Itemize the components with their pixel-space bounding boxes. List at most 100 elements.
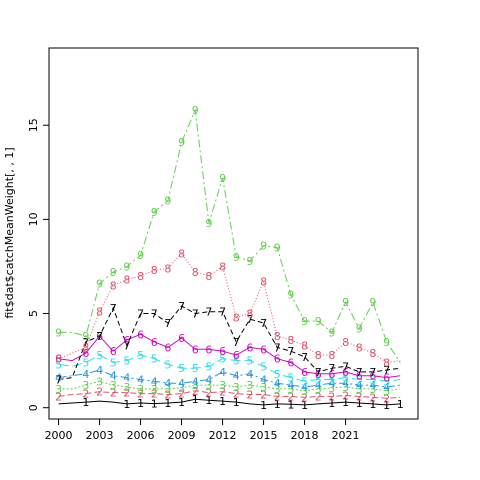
point-label-8: 8 [369,347,376,360]
point-label-2: 2 [356,390,363,403]
point-label-9: 9 [110,266,117,279]
point-label-7: 7 [383,364,390,377]
point-label-4: 4 [123,372,130,385]
point-label-4: 4 [342,377,349,390]
point-label-6: 6 [192,343,199,356]
point-label-2: 2 [123,387,130,400]
point-label-4: 4 [287,379,294,392]
point-label-3: 3 [260,381,267,394]
point-label-1: 1 [397,398,404,411]
point-label-2: 2 [205,387,212,400]
y-tick-label: 10 [27,212,40,226]
point-label-6: 6 [82,347,89,360]
point-label-5: 5 [233,355,240,368]
point-label-3: 3 [137,383,144,396]
point-label-3: 3 [342,381,349,394]
point-label-8: 8 [178,247,185,260]
point-label-2: 2 [55,390,62,403]
point-label-9: 9 [301,315,308,328]
series-line-7 [58,305,401,380]
point-label-6: 6 [369,370,376,383]
point-label-4: 4 [356,379,363,392]
point-label-5: 5 [137,349,144,362]
point-labels: 1 1 1 1 1 1 1 1 1 1 1 1 1 1 1 1 1 1 1 12 2 2 2 2 2 2 2 2 2 2 2 2 2 2 2 2 2 2 2… [55,104,404,412]
point-label-5: 5 [328,374,335,387]
point-label-7: 7 [164,317,171,330]
point-label-5: 5 [260,360,267,373]
point-label-3: 3 [82,379,89,392]
series-lines [58,108,401,406]
point-label-8: 8 [301,340,308,353]
point-label-6: 6 [205,343,212,356]
point-label-9: 9 [233,251,240,264]
point-label-8: 8 [315,349,322,362]
point-label-7: 7 [233,336,240,349]
point-label-8: 8 [274,330,281,343]
point-label-8: 8 [219,261,226,274]
point-label-8: 8 [260,276,267,289]
point-label-5: 5 [123,355,130,368]
point-label-7: 7 [301,351,308,364]
point-label-6: 6 [301,366,308,379]
x-tick-label: 2021 [332,429,360,442]
point-label-1: 1 [151,398,158,411]
point-label-2: 2 [110,387,117,400]
point-label-8: 8 [356,341,363,354]
point-label-6: 6 [233,349,240,362]
point-label-8: 8 [383,357,390,370]
point-label-9: 9 [260,240,267,253]
y-tick-label: 15 [27,118,40,132]
point-label-2: 2 [192,385,199,398]
point-label-2: 2 [151,388,158,401]
point-label-4: 4 [274,377,281,390]
point-label-9: 9 [55,326,62,339]
series-line-3 [58,380,401,392]
point-label-2: 2 [287,390,294,403]
point-label-4: 4 [246,368,253,381]
point-label-9: 9 [315,315,322,328]
point-label-3: 3 [246,379,253,392]
point-label-7: 7 [96,330,103,343]
point-label-4: 4 [137,374,144,387]
point-label-3: 3 [164,383,171,396]
point-label-5: 5 [315,374,322,387]
point-label-5: 5 [342,372,349,385]
point-label-3: 3 [274,383,281,396]
point-label-9: 9 [164,195,171,208]
point-label-8: 8 [192,266,199,279]
point-label-8: 8 [96,306,103,319]
point-label-9: 9 [137,249,144,262]
point-label-1: 1 [192,393,199,406]
point-label-1: 1 [287,398,294,411]
point-label-1: 1 [205,394,212,407]
point-label-5: 5 [164,358,171,371]
point-label-8: 8 [82,341,89,354]
point-label-1: 1 [178,396,185,409]
point-label-2: 2 [383,392,390,405]
point-label-2: 2 [301,391,308,404]
point-label-9: 9 [383,336,390,349]
point-label-2: 2 [219,386,226,399]
point-label-4: 4 [205,374,212,387]
point-label-3: 3 [369,383,376,396]
point-label-7: 7 [328,362,335,375]
point-label-5: 5 [383,375,390,388]
point-label-5: 5 [151,353,158,366]
point-label-5: 5 [96,349,103,362]
point-label-7: 7 [315,366,322,379]
point-label-7: 7 [246,313,253,326]
point-label-6: 6 [178,332,185,345]
point-label-7: 7 [356,366,363,379]
point-label-3: 3 [192,379,199,392]
point-label-7: 7 [219,306,226,319]
point-label-7: 7 [205,306,212,319]
point-label-9: 9 [342,296,349,309]
point-label-1: 1 [369,398,376,411]
point-label-4: 4 [96,364,103,377]
point-label-6: 6 [110,345,117,358]
point-label-8: 8 [55,353,62,366]
point-label-3: 3 [301,385,308,398]
point-label-4: 4 [369,379,376,392]
x-tick-label: 2015 [250,429,278,442]
y-tick-label: 5 [27,310,40,317]
